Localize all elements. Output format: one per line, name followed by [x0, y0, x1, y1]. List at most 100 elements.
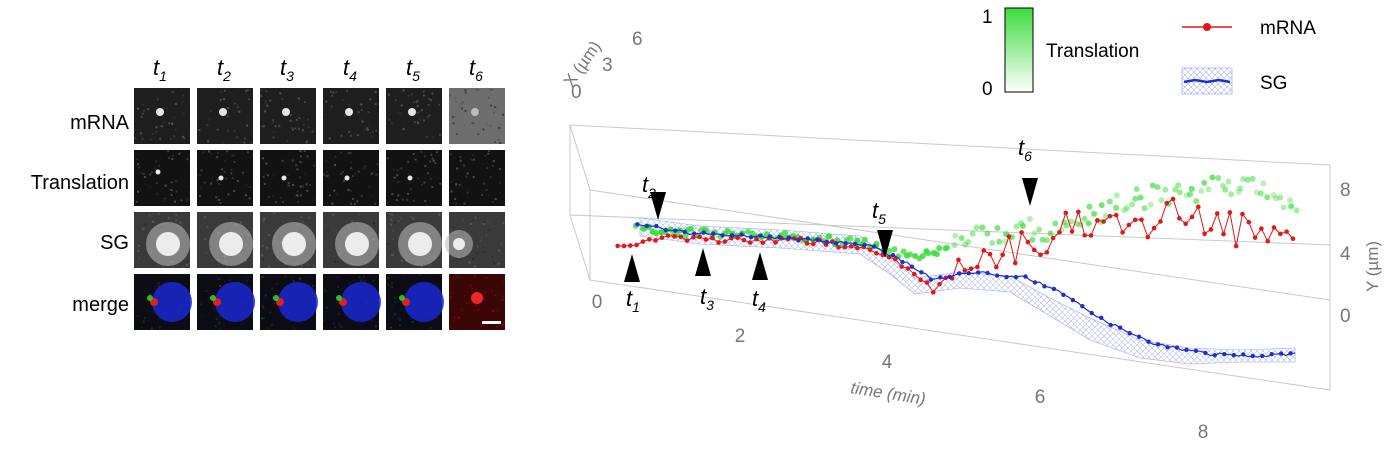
column-header-t1: t1	[153, 55, 167, 84]
mrna-point	[1025, 239, 1031, 245]
sg-point	[900, 259, 905, 265]
translation-point	[1215, 175, 1222, 182]
translation-point	[1272, 195, 1279, 202]
legend-sg-line	[1183, 78, 1231, 84]
row-label-mrna: mRNA	[70, 112, 130, 134]
sg-point	[777, 234, 782, 240]
mrna-point	[956, 257, 961, 263]
translation-point	[1260, 180, 1267, 187]
mrna-point	[1227, 210, 1233, 215]
translation-point	[847, 235, 854, 242]
translation-point	[1225, 178, 1232, 185]
image-tile	[323, 150, 379, 206]
sg-point	[1099, 315, 1104, 321]
sg-point	[1278, 351, 1284, 356]
mrna-point	[1145, 234, 1151, 240]
mrna-point	[754, 236, 759, 242]
sg-point	[1203, 350, 1208, 356]
sg-point	[1089, 310, 1094, 316]
mrna-point	[1284, 229, 1289, 234]
mrna-point	[893, 256, 898, 262]
mrna-point	[1170, 196, 1176, 202]
translation-point	[1036, 226, 1043, 233]
sg-point	[975, 270, 981, 275]
time-marker-label: t3	[700, 284, 714, 313]
column-header-t4: t4	[343, 55, 357, 84]
z-tick-label: 3	[602, 55, 613, 76]
arrowhead-marker	[624, 254, 640, 282]
translation-point	[962, 241, 969, 248]
sg-point	[720, 233, 725, 238]
sg-point	[1127, 331, 1132, 336]
mrna-point	[1019, 230, 1024, 235]
time-marker-label: t2	[642, 172, 656, 201]
translation-point	[1277, 194, 1284, 201]
time-marker-label: t6	[1018, 135, 1032, 164]
time-point-markers: t1 t2 t3 t4 t5 t6	[624, 135, 1038, 315]
mrna-point	[672, 234, 677, 239]
translation-point	[1237, 185, 1244, 192]
mrna-point	[981, 248, 987, 253]
translation-point	[1047, 230, 1054, 237]
time-marker: t3	[695, 248, 714, 313]
mrna-point	[659, 235, 665, 240]
mrna-point	[905, 266, 911, 271]
time-marker-label: t1	[626, 286, 640, 315]
sg-point	[909, 264, 915, 269]
image-tile	[260, 212, 316, 268]
translation-point	[1081, 215, 1088, 222]
sg-point	[1212, 353, 1218, 358]
translation-point	[952, 232, 959, 239]
mrna-point	[773, 240, 778, 245]
mrna-point	[684, 238, 690, 243]
translation-point	[973, 224, 980, 231]
translation-point	[1288, 203, 1295, 210]
mrna-point	[968, 266, 974, 272]
sg-point	[890, 253, 896, 258]
time-marker-label: t5	[872, 198, 886, 227]
translation-point	[994, 225, 1001, 232]
mrna-point	[1233, 243, 1239, 249]
translation-point	[979, 224, 986, 231]
sg-point	[673, 228, 678, 233]
arrowhead-marker	[877, 230, 893, 258]
mrna-point	[1132, 217, 1138, 223]
mrna-point	[1202, 231, 1207, 237]
translation-point	[1176, 189, 1183, 196]
mrna-point	[1265, 238, 1271, 244]
translation-point	[1244, 176, 1251, 183]
x-tick-label: 0	[592, 292, 603, 313]
translation-point	[1228, 191, 1235, 198]
sg-point	[1023, 274, 1028, 279]
translation-point	[1264, 194, 1271, 201]
mrna-point	[1038, 252, 1043, 258]
translation-point	[1098, 202, 1105, 209]
mrna-point	[836, 245, 841, 250]
mrna-point	[1189, 214, 1195, 220]
sg-point	[1259, 353, 1265, 359]
translation-point	[1205, 186, 1212, 193]
sg-point	[1165, 345, 1170, 350]
translation-point	[958, 235, 965, 242]
translation-point	[984, 230, 991, 237]
legend-mrna-label: mRNA	[1260, 18, 1316, 39]
translation-point	[891, 246, 898, 253]
translation-point	[1052, 220, 1059, 227]
translation-point	[1162, 186, 1169, 193]
translation-point	[1188, 185, 1195, 192]
y-axis-label: Y (µm)	[1363, 241, 1382, 292]
mrna-point	[811, 241, 816, 247]
arrowhead-marker	[1022, 178, 1038, 206]
plot-box	[569, 124, 1331, 391]
translation-point	[1158, 197, 1165, 204]
mrna-point	[975, 264, 980, 270]
mrna-point	[703, 237, 709, 242]
sg-point	[1222, 352, 1227, 357]
sg-point	[928, 277, 934, 282]
image-tile	[260, 88, 316, 144]
translation-point	[1149, 182, 1156, 189]
sg-point	[767, 234, 773, 239]
sg-point	[824, 239, 829, 245]
mrna-point	[937, 281, 942, 287]
translation-point	[1044, 237, 1051, 244]
